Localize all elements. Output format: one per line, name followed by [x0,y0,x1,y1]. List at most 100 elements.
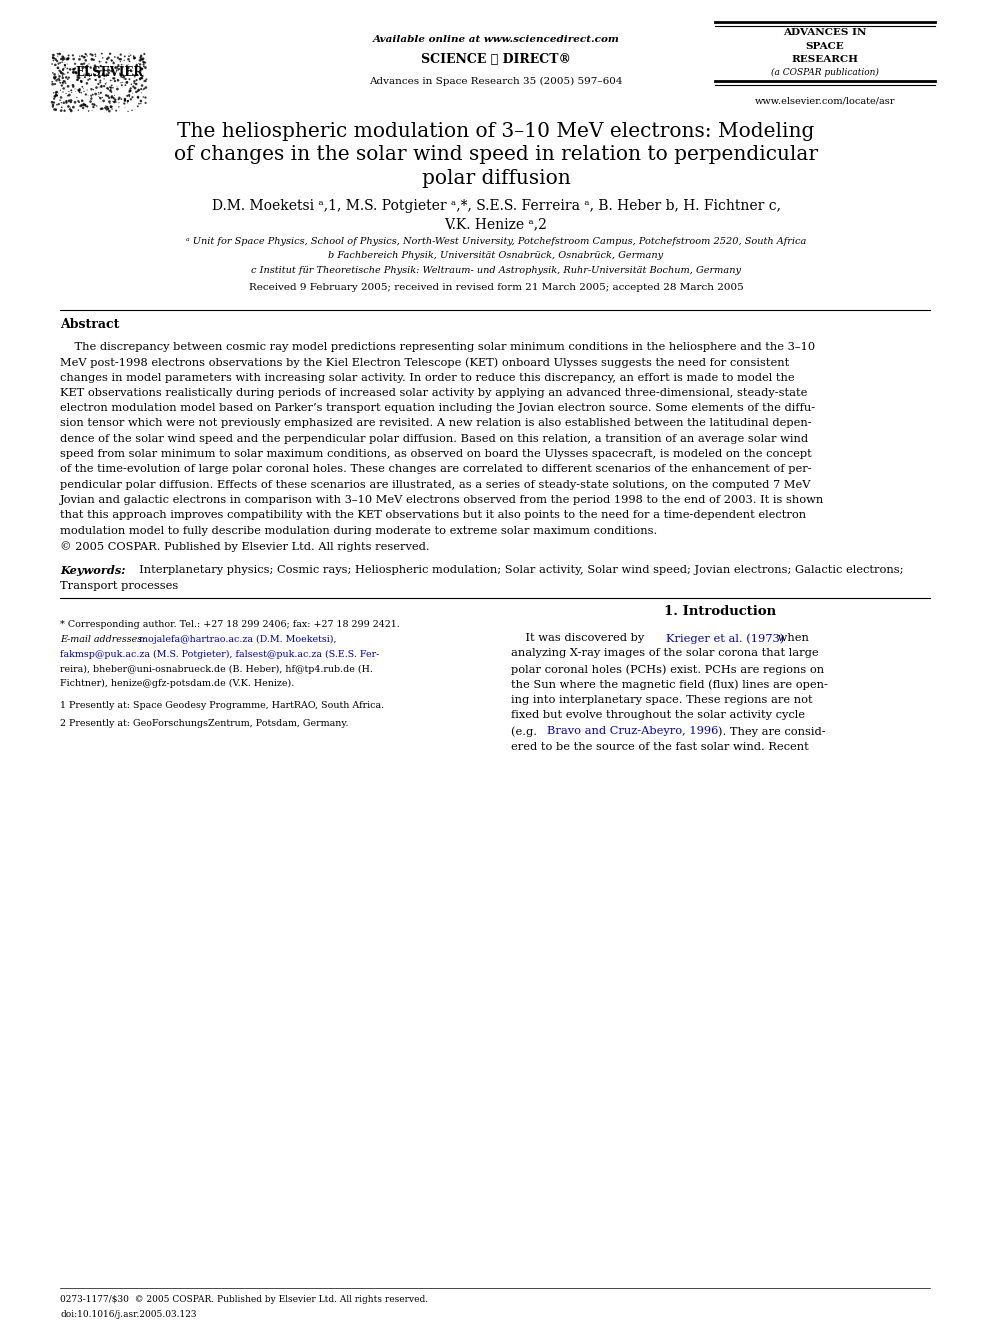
Point [120,93,136,114]
Point [55,52,70,73]
Point [50,44,65,65]
Point [62,89,77,110]
Point [115,67,131,89]
Text: Fichtner), henize@gfz-potsdam.de (V.K. Henize).: Fichtner), henize@gfz-potsdam.de (V.K. H… [60,679,295,688]
Point [58,73,73,94]
Point [98,85,114,106]
Point [58,46,73,67]
Point [123,74,139,95]
Point [46,45,62,66]
Point [46,45,62,66]
Point [52,70,67,91]
Text: © 2005 COSPAR. Published by Elsevier Ltd. All rights reserved.: © 2005 COSPAR. Published by Elsevier Ltd… [60,541,430,552]
Point [54,75,69,97]
Point [53,49,68,70]
Point [49,50,64,71]
Point [69,69,85,90]
Text: 2 Presently at: GeoForschungsZentrum, Potsdam, Germany.: 2 Presently at: GeoForschungsZentrum, Po… [60,720,348,728]
Point [47,99,62,120]
Point [134,49,150,70]
Point [87,65,103,86]
Point [85,49,101,70]
Point [99,64,115,85]
Point [91,77,107,98]
Text: V.K. Henize ᵃ,2: V.K. Henize ᵃ,2 [444,217,548,232]
Text: b Fachbereich Physik, Universität Osnabrück, Osnabrück, Germany: b Fachbereich Physik, Universität Osnabr… [328,251,664,261]
Point [96,60,112,81]
Point [67,91,83,112]
Point [100,48,116,69]
Point [87,44,103,65]
Point [61,48,76,69]
Text: Available online at www.sciencedirect.com: Available online at www.sciencedirect.co… [373,34,619,44]
Point [54,101,69,122]
Text: * Corresponding author. Tel.: +27 18 299 2406; fax: +27 18 299 2421.: * Corresponding author. Tel.: +27 18 299… [60,620,400,628]
Point [93,75,109,97]
Text: Bravo and Cruz-Abeyro, 1996: Bravo and Cruz-Abeyro, 1996 [547,726,718,736]
Point [99,57,115,78]
Point [118,69,134,90]
Point [77,57,93,78]
Point [113,71,129,93]
Point [95,90,111,111]
Point [117,74,133,95]
Point [83,86,99,107]
Point [79,73,95,94]
Point [57,99,72,120]
Point [56,93,71,114]
Point [130,95,146,116]
Point [138,77,154,98]
Point [105,77,121,98]
Text: Received 9 February 2005; received in revised form 21 March 2005; accepted 28 Ma: Received 9 February 2005; received in re… [249,283,743,292]
Point [63,90,79,111]
Point [54,97,69,118]
Point [126,65,142,86]
Point [92,71,108,93]
Point [80,64,96,85]
Text: of changes in the solar wind speed in relation to perpendicular: of changes in the solar wind speed in re… [174,146,818,164]
Point [121,46,137,67]
Point [48,99,63,120]
Point [137,44,153,65]
Point [77,66,93,87]
Point [104,75,120,97]
Point [59,66,74,87]
Point [121,54,137,75]
Point [102,93,118,114]
Point [89,95,105,116]
Point [70,91,86,112]
Point [46,91,62,112]
Point [59,90,74,111]
Point [134,67,150,89]
Point [98,66,114,87]
Point [110,54,126,75]
Point [61,90,76,111]
Point [58,77,73,98]
Point [130,81,146,102]
Point [87,83,103,105]
Point [55,64,70,85]
Point [114,74,130,95]
Point [114,54,130,75]
Point [127,66,143,87]
Point [53,79,68,101]
Point [48,99,63,120]
Point [56,81,71,102]
Text: ered to be the source of the fast solar wind. Recent: ered to be the source of the fast solar … [511,741,808,751]
Point [133,45,149,66]
Point [65,77,81,98]
Point [120,101,136,122]
Point [83,78,99,99]
Text: E-mail addresses:: E-mail addresses: [60,635,146,644]
Point [56,58,71,79]
Point [47,67,62,89]
Point [106,67,122,89]
Point [87,56,103,77]
Point [133,90,149,111]
Point [117,89,133,110]
Point [76,81,92,102]
Point [45,94,61,115]
Point [85,79,101,101]
Point [100,79,116,101]
Text: 0273-1177/$30  © 2005 COSPAR. Published by Elsevier Ltd. All rights reserved.: 0273-1177/$30 © 2005 COSPAR. Published b… [60,1295,429,1304]
